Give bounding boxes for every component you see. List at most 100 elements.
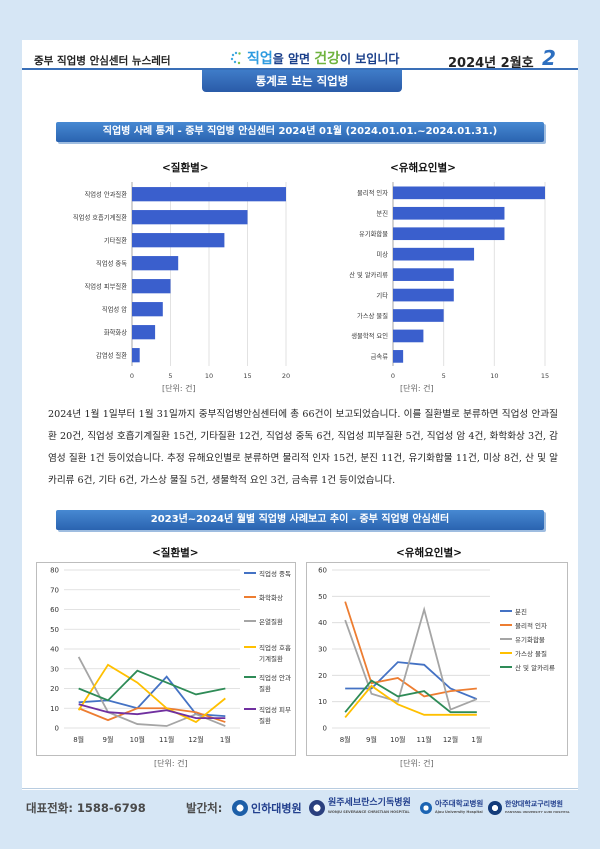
swirl-logo-icon: [230, 51, 241, 65]
category-label: 물리적 인자: [357, 188, 388, 197]
bar-chart-disease-title: <질환별>: [162, 162, 209, 174]
category-label: 직업성 피부질환: [84, 281, 127, 290]
org-hanyang-en: HANYANG UNIVERSITY GURI HOSPITAL: [505, 810, 570, 814]
inha-logo-icon: [232, 800, 248, 816]
phone-number: 대표전화: 1588-6798: [26, 801, 146, 815]
page-footer: 대표전화: 1588-6798 발간처: 인하대병원 원주세브란스기독병원 WO…: [0, 790, 600, 826]
category-label: 분진: [376, 209, 388, 218]
bar: [393, 309, 444, 322]
legend-label: 가스상 물질: [515, 649, 547, 658]
y-tick-label: 40: [50, 646, 59, 654]
header-divider: [22, 68, 578, 70]
x-tick-label: 0: [391, 372, 395, 380]
y-tick-label: 30: [50, 665, 59, 673]
category-label: 산 및 알카리류: [349, 270, 388, 279]
bar: [393, 227, 505, 241]
category-label: 기타질환: [104, 235, 127, 244]
legend-label: 직업성 안과 질환: [259, 673, 291, 693]
series-line: [344, 606, 478, 711]
x-tick-label: 10월: [390, 735, 405, 744]
org-ajou: 아주대학교병원: [435, 799, 484, 808]
line-chart-disease-unit: [단위: 건]: [154, 759, 188, 768]
line-chart-disease: 0 10 20 30 40 50 60 70 80 8월 9월 10월 11월 12월 1월 직업성 중독화학…: [36, 562, 296, 756]
block2-title: 2023년~2024년 월별 직업병 사례보고 추이 - 중부 직업병 안심센터: [56, 510, 544, 530]
section-tag: 통계로 보는 직업병: [202, 70, 402, 92]
newsletter-name: 중부 직업병 안심센터 뉴스레터: [34, 55, 171, 67]
category-label: 화학화상: [104, 327, 127, 336]
publisher-label: 발간처:: [186, 801, 223, 815]
legend-label: 분진: [515, 607, 527, 616]
legend-label: 물리적 인자: [515, 621, 547, 630]
x-tick-label: 1월: [471, 735, 482, 744]
x-tick-label: 11월: [159, 735, 174, 744]
y-tick-label: 60: [50, 606, 59, 614]
category-label: 직업성 안과질환: [84, 189, 127, 198]
y-tick-label: 20: [318, 672, 327, 680]
category-label: 생물학적 요인: [351, 331, 388, 340]
bar: [132, 302, 163, 317]
series-line: [344, 679, 477, 714]
category-label: 감염성 질환: [96, 350, 127, 359]
summary-paragraph: 2024년 1월 1일부터 1월 31일까지 중부직업병안심센터에 총 66건이…: [48, 409, 558, 486]
bar: [132, 325, 156, 340]
x-tick-label: 15: [541, 372, 549, 380]
x-tick-label: 5: [168, 372, 172, 380]
x-tick-label: 10: [205, 372, 213, 380]
category-label: 직업성 암: [102, 304, 127, 313]
page-header: 중부 직업병 안심센터 뉴스레터 직업을 알면 건강이 보입니다 2024년 2…: [22, 40, 578, 71]
block1-title: 직업병 사례 통계 - 중부 직업병 안심센터 2024년 01월 (2024.…: [56, 122, 544, 142]
logo-wonju: 원주세브란스기독병원 WONJU SEVERANCE CHRISTIAN HOS…: [309, 797, 411, 819]
legend-label: 직업성 중독: [259, 569, 291, 578]
x-tick-label: 5: [442, 372, 446, 380]
bar: [132, 210, 248, 225]
wonju-logo-icon: [309, 800, 325, 816]
org-wonju: 원주세브란스기독병원: [328, 798, 411, 808]
org-hanyang: 한양대학교구리병원: [505, 800, 563, 808]
y-tick-label: 0: [55, 725, 59, 733]
y-tick-label: 10: [50, 705, 59, 713]
y-tick-label: 50: [318, 593, 327, 601]
legend-label: 직업성 피부 질환: [259, 705, 291, 725]
category-label: 기타: [376, 290, 388, 299]
issue-date: 2024년 2월호: [448, 56, 534, 71]
x-tick-label: 12월: [443, 735, 458, 744]
slogan-part-d: 이 보입니다: [340, 52, 400, 66]
bar: [393, 247, 475, 261]
y-tick-label: 10: [318, 698, 327, 706]
y-tick-label: 50: [50, 626, 59, 634]
legend-label: 산 및 알카리류: [515, 663, 555, 672]
bar: [132, 279, 171, 294]
bar-chart-disease-unit: [단위: 건]: [162, 384, 196, 393]
slogan-word-health: 건강: [314, 51, 341, 67]
org-ajou-en: Ajou University Hospital: [435, 810, 483, 814]
bar: [393, 206, 505, 220]
category-label: 직업성 중독: [96, 258, 127, 267]
y-tick-label: 0: [323, 725, 327, 733]
category-label: 미상: [376, 249, 388, 258]
y-tick-label: 20: [50, 685, 59, 693]
series-line: [78, 703, 226, 720]
legend-label: 은열질환: [259, 617, 283, 626]
bar: [132, 256, 179, 271]
line-chart-disease-title: <질환별>: [152, 547, 199, 559]
newsletter-page: 중부 직업병 안심센터 뉴스레터 직업을 알면 건강이 보입니다 2024년 2…: [22, 40, 578, 790]
bar: [132, 348, 140, 363]
category-label: 금속류: [371, 353, 389, 361]
line-chart-factor-unit: [단위: 건]: [400, 759, 434, 768]
x-tick-label: 0: [130, 372, 134, 380]
bar: [393, 350, 404, 363]
logo-ajou: 아주대학교병원 Ajou University Hospital: [420, 797, 483, 819]
legend-label: 화학화상: [259, 593, 283, 602]
org-inha: 인하대병원: [251, 802, 302, 815]
bar: [393, 329, 424, 343]
category-label: 직업성 호흡기계질환: [73, 212, 127, 221]
y-tick-label: 80: [50, 567, 59, 575]
series-line: [77, 656, 226, 727]
line-chart-factor-title: <유해요인별>: [396, 547, 462, 559]
hanyang-logo-icon: [488, 801, 502, 815]
x-tick-label: 9월: [366, 735, 377, 744]
y-tick-label: 60: [318, 567, 327, 575]
bar-chart-factor-unit: [단위: 건]: [400, 384, 434, 393]
